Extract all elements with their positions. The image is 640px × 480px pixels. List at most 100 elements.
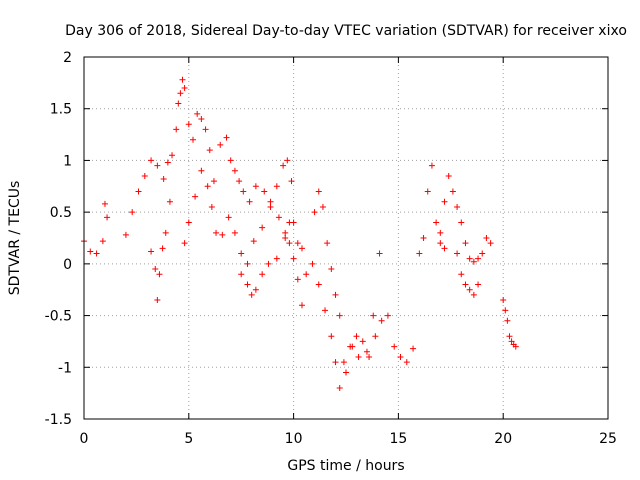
series-track — [340, 312, 417, 366]
data-point — [372, 333, 379, 340]
data-point — [437, 229, 444, 236]
grid — [84, 57, 608, 419]
y-tick-label: 2 — [63, 50, 72, 66]
data-point — [189, 136, 196, 143]
data-point — [244, 281, 251, 288]
x-tick-label: 5 — [184, 431, 193, 447]
data-point — [502, 307, 509, 314]
data-point — [298, 302, 305, 309]
data-point — [154, 162, 161, 169]
data-point — [328, 266, 335, 273]
data-point — [504, 317, 511, 324]
data-point — [483, 235, 490, 241]
data-point — [303, 271, 310, 278]
x-axis-label: GPS time / hours — [287, 458, 404, 474]
data-point — [288, 178, 295, 185]
data-point — [275, 214, 282, 221]
data-point — [162, 229, 169, 236]
data-point — [129, 209, 136, 216]
data-point — [466, 286, 473, 293]
data-point — [290, 255, 297, 262]
data-point — [238, 271, 245, 278]
data-point — [252, 183, 259, 190]
plot-frame — [83, 56, 609, 420]
series-track — [261, 157, 305, 252]
data-point — [104, 214, 111, 221]
data-point — [166, 198, 173, 205]
data-point — [416, 250, 423, 257]
data-point — [315, 188, 322, 195]
data-point — [261, 188, 268, 195]
data-point — [231, 229, 238, 236]
data-point — [311, 209, 318, 216]
series-track — [437, 172, 482, 265]
data-point — [164, 159, 171, 166]
data-point — [175, 100, 182, 107]
data-point — [240, 188, 247, 195]
data-point — [204, 183, 211, 190]
data-point — [332, 291, 339, 298]
data-point — [449, 188, 456, 195]
data-point — [378, 317, 385, 324]
series-track — [311, 188, 343, 319]
data-point — [282, 229, 289, 236]
x-tick-label: 15 — [389, 431, 407, 447]
data-point — [458, 271, 465, 278]
data-point — [236, 178, 243, 185]
data-point — [101, 200, 108, 207]
y-tick-label: -1 — [58, 360, 72, 376]
data-point — [506, 333, 513, 340]
data-points — [81, 76, 519, 391]
series-track — [238, 219, 293, 298]
data-point — [231, 167, 238, 174]
data-point — [160, 176, 167, 183]
data-point — [359, 338, 366, 345]
data-point — [213, 229, 220, 236]
y-tick-label: -1.5 — [45, 412, 72, 428]
data-point — [454, 250, 461, 257]
data-point — [217, 141, 224, 148]
data-point — [309, 260, 316, 267]
series-track — [454, 235, 494, 298]
data-point — [336, 384, 343, 391]
data-point — [185, 219, 192, 226]
data-point — [259, 271, 266, 278]
y-tick-label: -0.5 — [45, 309, 72, 325]
data-point — [265, 260, 272, 267]
data-point — [376, 250, 383, 257]
data-point — [250, 238, 257, 245]
chart-title: Day 306 of 2018, Sidereal Day-to-day VTE… — [65, 23, 627, 39]
data-point — [148, 157, 155, 164]
data-point — [347, 343, 354, 350]
data-point — [267, 198, 274, 205]
data-point — [202, 126, 209, 133]
data-point — [179, 76, 186, 83]
data-point — [462, 240, 469, 247]
data-point — [340, 359, 347, 366]
series-track — [122, 157, 173, 238]
data-point — [475, 255, 482, 262]
data-point — [225, 214, 232, 221]
data-point — [441, 198, 448, 205]
data-point — [298, 245, 305, 252]
data-point — [508, 338, 515, 345]
data-point — [391, 343, 398, 350]
series-track — [500, 297, 519, 350]
data-point — [324, 240, 331, 247]
data-point — [343, 369, 349, 376]
data-point — [437, 240, 444, 247]
data-point — [424, 188, 431, 195]
data-point — [252, 286, 259, 293]
data-point — [87, 248, 94, 255]
series-track — [169, 76, 217, 185]
series-track — [148, 229, 169, 304]
data-point — [282, 235, 289, 241]
y-axis-label: SDTVAR / TECUs — [7, 181, 23, 296]
data-point — [290, 219, 297, 226]
data-point — [284, 157, 291, 164]
data-point — [99, 238, 106, 245]
data-point — [353, 333, 360, 340]
data-point — [248, 291, 255, 298]
data-point — [420, 235, 427, 241]
data-point — [328, 333, 335, 340]
